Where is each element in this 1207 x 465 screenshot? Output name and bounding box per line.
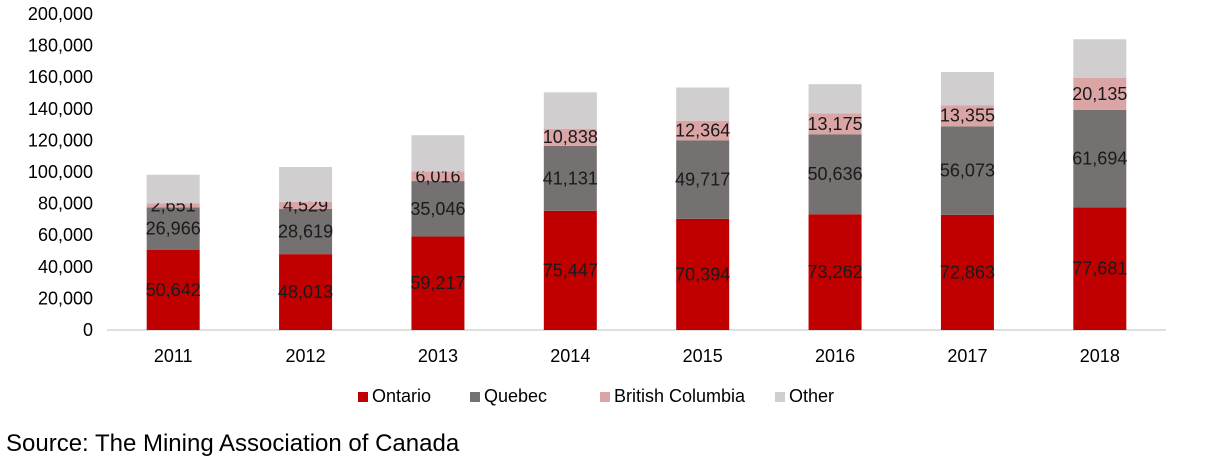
- bar-segment-ontario: [279, 254, 333, 330]
- y-tick-label: 180,000: [28, 36, 93, 56]
- data-label: 13,355: [940, 106, 995, 126]
- data-label: 35,046: [410, 199, 465, 219]
- x-tick-label: 2017: [947, 346, 987, 366]
- data-label: 26,966: [146, 219, 201, 239]
- bar-segment-ontario: [940, 214, 994, 330]
- data-label: 50,642: [146, 280, 201, 300]
- x-tick-label: 2013: [418, 346, 458, 366]
- x-tick-label: 2014: [550, 346, 590, 366]
- data-label: 61,694: [1072, 149, 1127, 169]
- data-label: 12,364: [675, 120, 730, 140]
- legend-swatch: [600, 392, 610, 402]
- bar-segment-quebec: [940, 126, 994, 215]
- y-tick-label: 80,000: [38, 194, 93, 214]
- bar-segment-other: [146, 174, 200, 204]
- y-tick-label: 60,000: [38, 225, 93, 245]
- legend-label: British Columbia: [614, 386, 746, 406]
- y-tick-label: 100,000: [28, 162, 93, 182]
- bar-segment-british-columbia: [676, 120, 730, 141]
- bar-segment-quebec: [543, 145, 597, 211]
- bar-segment-british-columbia: [146, 203, 200, 208]
- data-label: 49,717: [675, 170, 730, 190]
- data-label: 73,262: [808, 262, 863, 282]
- bar-segment-ontario: [411, 236, 465, 330]
- bar-segment-ontario: [146, 249, 200, 330]
- data-label: 70,394: [675, 264, 730, 284]
- bar-segment-ontario: [676, 218, 730, 330]
- bar-segment-quebec: [808, 134, 862, 215]
- y-tick-label: 40,000: [38, 257, 93, 277]
- x-tick-label: 2018: [1080, 346, 1120, 366]
- bar-segment-quebec: [411, 181, 465, 237]
- bar-segment-other: [1073, 39, 1127, 78]
- bar-segment-british-columbia: [1073, 77, 1127, 110]
- x-tick-label: 2015: [683, 346, 723, 366]
- y-tick-label: 0: [83, 320, 93, 340]
- data-label: 72,863: [940, 262, 995, 282]
- x-tick-label: 2011: [154, 346, 193, 366]
- legend-swatch: [358, 392, 368, 402]
- data-label: 56,073: [940, 161, 995, 181]
- bar-segment-other: [411, 135, 465, 172]
- bar-segment-ontario: [808, 214, 862, 330]
- legend-label: Ontario: [372, 386, 431, 406]
- bar-segment-ontario: [543, 210, 597, 330]
- bar-segment-british-columbia: [279, 201, 333, 209]
- bar-segment-quebec: [279, 208, 333, 255]
- bar-segment-other: [543, 92, 597, 129]
- bar-segment-british-columbia: [411, 171, 465, 182]
- bar-segment-other: [676, 87, 730, 121]
- x-tick-label: 2016: [815, 346, 855, 366]
- bar-segment-quebec: [676, 140, 730, 219]
- data-label: 50,636: [808, 164, 863, 184]
- bar-segment-quebec: [146, 207, 200, 250]
- y-tick-label: 160,000: [28, 67, 93, 87]
- bar-segment-quebec: [1073, 109, 1127, 208]
- data-label: 28,619: [278, 222, 333, 242]
- data-label: 59,217: [410, 273, 465, 293]
- bar-segment-other: [808, 84, 862, 114]
- bar-segment-british-columbia: [543, 128, 597, 146]
- data-label: 10,838: [543, 127, 598, 147]
- legend-label: Other: [789, 386, 834, 406]
- bar-segment-ontario: [1073, 207, 1127, 330]
- legend-swatch: [470, 392, 480, 402]
- y-tick-label: 120,000: [28, 130, 93, 150]
- data-label: 13,175: [808, 114, 863, 134]
- data-label: 75,447: [543, 260, 598, 280]
- legend-swatch: [775, 392, 785, 402]
- legend-label: Quebec: [484, 386, 547, 406]
- y-tick-label: 20,000: [38, 288, 93, 308]
- data-label: 20,135: [1072, 84, 1127, 104]
- bar-segment-other: [940, 72, 994, 106]
- data-label: 77,681: [1072, 259, 1127, 279]
- bar-segment-other: [279, 167, 333, 202]
- y-tick-label: 200,000: [28, 4, 93, 24]
- bar-segment-british-columbia: [940, 105, 994, 127]
- stacked-bar-chart: 0 20,000 40,000 60,000 80,000 100,000 120,000 1…: [28, 4, 1166, 406]
- x-tick-label: 2012: [286, 346, 326, 366]
- bar-segment-british-columbia: [808, 113, 862, 135]
- data-label: 48,013: [278, 282, 333, 302]
- y-tick-label: 140,000: [28, 99, 93, 119]
- data-label: 41,131: [543, 168, 598, 188]
- source-note: Source: The Mining Association of Canada: [6, 430, 460, 457]
